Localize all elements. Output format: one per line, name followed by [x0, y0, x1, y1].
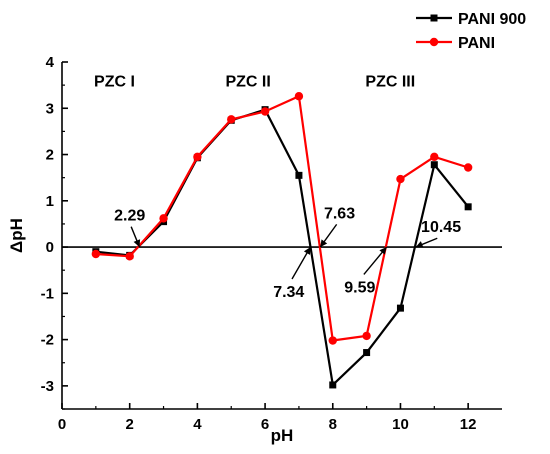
annotation-arrowhead — [320, 239, 328, 248]
series-line — [95, 108, 470, 388]
x-axis-label: pH — [271, 426, 294, 445]
annotation-arrowhead — [133, 239, 141, 248]
annotations: PZC I PZC II PZC III 2.29 7.63 7.34 9.59 10.45 — [94, 74, 461, 302]
series-pani — [91, 92, 473, 345]
data-point — [329, 381, 337, 389]
annotation-arrowhead — [415, 241, 424, 248]
series-layer — [91, 92, 473, 389]
legend-label: PANI — [458, 35, 495, 52]
x-tick-label: 2 — [126, 416, 134, 433]
data-point — [193, 152, 202, 162]
x-tick-label: 0 — [58, 416, 66, 433]
legend-item: PANI — [416, 35, 495, 52]
x-axis-ticks: 0 2 4 6 8 10 12 — [58, 403, 477, 433]
annotation-arrowhead — [303, 247, 311, 255]
data-point — [430, 161, 438, 169]
data-point — [260, 107, 270, 116]
annotation-label: PZC I — [94, 74, 135, 91]
annotation-arrowhead — [379, 247, 387, 255]
x-tick-label: 4 — [193, 416, 202, 433]
legend-item: PANI 900 — [416, 11, 526, 28]
annotation-label: 7.63 — [324, 205, 355, 222]
legend-marker — [430, 14, 438, 22]
y-tick-label: 2 — [46, 147, 54, 164]
data-point — [125, 252, 134, 261]
y-tick-label: 4 — [46, 54, 55, 71]
annotation-label: 10.45 — [421, 219, 461, 236]
y-tick-label: -1 — [41, 285, 54, 302]
series-line — [95, 94, 469, 342]
data-point — [396, 174, 405, 184]
data-point — [464, 203, 472, 211]
annotation-label: 7.34 — [273, 284, 304, 301]
y-tick-label: -2 — [41, 332, 54, 349]
data-point — [91, 249, 101, 259]
y-tick-label: 3 — [46, 100, 54, 117]
legend: PANI 900 PANI — [416, 11, 526, 52]
data-point — [463, 163, 473, 172]
data-point — [328, 336, 337, 345]
legend-label: PANI 900 — [458, 11, 526, 28]
data-point — [295, 171, 303, 179]
data-point — [227, 115, 236, 124]
data-point — [363, 349, 371, 357]
y-axis-label: ΔpH — [7, 218, 26, 253]
y-tick-label: -3 — [41, 378, 54, 395]
data-point — [430, 152, 439, 162]
x-tick-label: 12 — [460, 416, 477, 433]
data-point — [396, 304, 404, 312]
annotation-label: PZC III — [365, 74, 415, 91]
annotation-label: PZC II — [225, 74, 270, 91]
x-tick-label: 8 — [329, 416, 337, 433]
y-axis-ticks: -3 -2 -1 0 1 2 3 4 — [41, 54, 68, 410]
y-tick-label: 0 — [46, 239, 54, 256]
y-tick-label: 1 — [46, 193, 54, 210]
data-point — [159, 214, 168, 223]
data-point — [294, 92, 304, 101]
annotation-label: 2.29 — [114, 208, 145, 225]
x-tick-label: 6 — [261, 416, 269, 433]
data-point — [362, 331, 371, 341]
legend-marker — [429, 37, 439, 47]
annotation-label: 9.59 — [344, 279, 375, 296]
x-tick-label: 10 — [392, 416, 409, 433]
